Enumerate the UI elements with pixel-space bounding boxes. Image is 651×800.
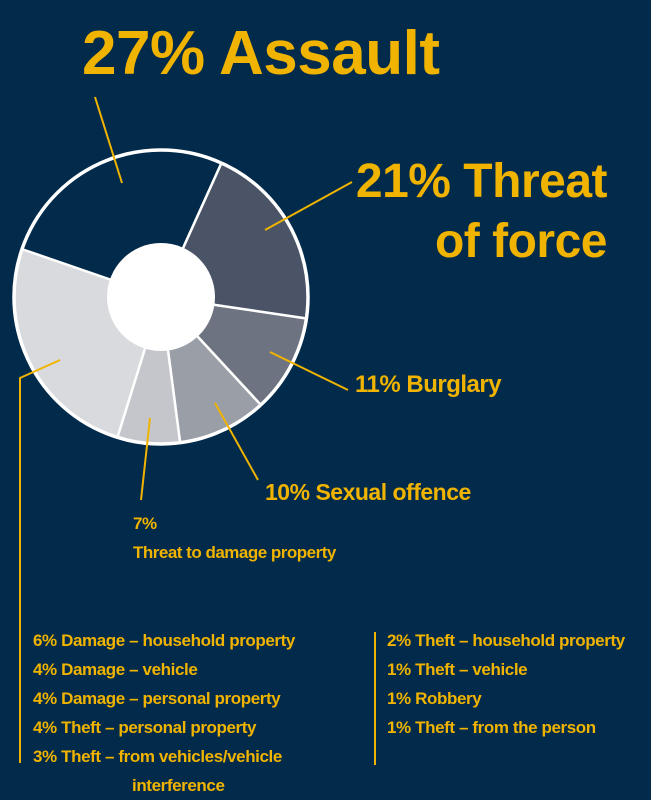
category-label: Damage – vehicle [61,660,198,679]
list-item: 4% Theft – personal property [33,713,333,742]
list-item: 2% Theft – household property [387,626,651,655]
list-item: 6% Damage – household property [33,626,333,655]
pie [12,148,310,446]
pie-hole [107,243,215,351]
leader-line [269,351,349,391]
category-label: Theft – vehicle [415,660,528,679]
list-item: 4% Damage – vehicle [33,655,333,684]
label-threat: 21% Threat of force [327,152,608,272]
leader-line [94,96,123,184]
list-item: 3% Theft – from vehicles/vehicle interfe… [33,742,333,800]
label-sexual: 10% Sexual offence [265,479,471,506]
value-label: 3% [33,747,57,766]
leader-line [264,181,353,231]
value-label: 4% [33,718,57,737]
label-assault: 27% Assault [82,18,440,89]
category-label: Theft – from the person [415,718,596,737]
pie-rim [12,148,310,446]
list-left: 6% Damage – household property 4% Damage … [33,626,333,800]
value-label: 11% [355,371,401,398]
value-label: 6% [33,631,57,650]
category-label: Robbery [415,689,482,708]
list-right: 2% Theft – household property 1% Theft – … [387,626,651,742]
value-label: 27% [82,19,205,88]
category-label: Damage – personal property [61,689,281,708]
value-label: 1% [387,718,411,737]
category-label: Theft – from vehicles/vehicle interferen… [61,747,282,795]
category-label: Assault [219,19,440,88]
category-label: Theft – personal property [61,718,257,737]
list-item: 1% Robbery [387,684,651,713]
value-label: 21% [355,155,451,208]
category-label: Sexual offence [315,479,471,505]
list-item: 1% Theft – from the person [387,713,651,742]
value-label: 4% [33,689,57,708]
value-label: 2% [387,631,411,650]
leader-line [140,417,151,501]
value-label: 1% [387,660,411,679]
leader-line [214,402,259,481]
leaders [19,96,376,765]
list-item: 1% Theft – vehicle [387,655,651,684]
category-label: Burglary [406,371,502,398]
category-label: Threat of force [434,155,608,268]
list-item: 4% Damage – personal property [33,684,333,713]
label-burglary: 11% Burglary [355,371,502,399]
category-label: Theft – household property [415,631,625,650]
label-damage-threat: 7% Threat to damage property [133,509,336,567]
value-label: 7% [133,514,157,533]
value-label: 4% [33,660,57,679]
leader-line [19,359,61,763]
category-label: Threat to damage property [133,543,336,562]
value-label: 10% [265,479,310,505]
value-label: 1% [387,689,411,708]
category-label: Damage – household property [61,631,295,650]
